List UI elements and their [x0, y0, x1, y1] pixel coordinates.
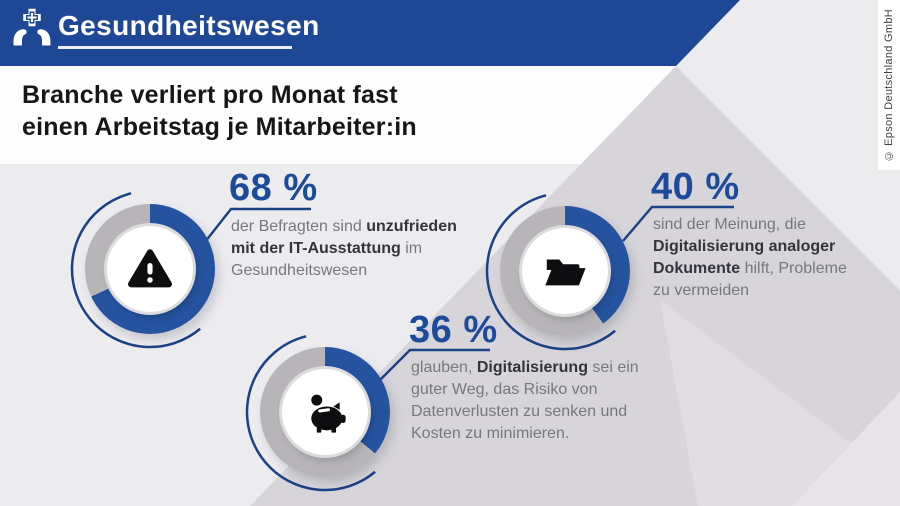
warning-triangle-icon — [128, 249, 172, 288]
desc-segment-bold: unzufrieden mit der IT-Ausstattung — [231, 218, 457, 257]
hands-holding-cross-icon — [13, 8, 51, 46]
donut-center-68 — [107, 226, 193, 312]
header-bar: Gesundheitswesen — [0, 0, 740, 66]
stat-description-68: der Befragten sind unzufrieden mit der I… — [231, 216, 459, 282]
desc-segment-bold: Digitalisierung — [476, 359, 588, 376]
desc-segment: sind der Meinung, die — [653, 216, 806, 233]
stat-value-68: 68 % — [229, 167, 318, 209]
desc-segment-bold: Digitalisierung analoger Dokumente — [653, 238, 836, 277]
header-underline — [58, 46, 292, 49]
piggy-bank-icon — [311, 394, 346, 433]
headline-box: Branche verliert pro Monat fast einen Ar… — [0, 66, 676, 164]
stat-value-40: 40 % — [651, 166, 740, 208]
desc-segment: glauben, — [411, 359, 477, 376]
headline: Branche verliert pro Monat fast einen Ar… — [22, 79, 417, 143]
open-folder-icon — [545, 259, 586, 286]
copyright-strip: © Epson Deutschland GmbH — [878, 0, 900, 170]
headline-line1: Branche verliert pro Monat fast — [22, 81, 398, 109]
desc-segment: hilft, Probleme zu vermeiden — [653, 260, 847, 299]
headline-line2: einen Arbeitstag je Mitarbeiter:in — [22, 113, 417, 141]
desc-segment: im Gesundheitswesen — [231, 240, 423, 279]
donut-center-36 — [282, 369, 368, 455]
stat-description-40: sind der Meinung, die Digitalisierung an… — [653, 214, 855, 302]
copyright-text: © Epson Deutschland GmbH — [883, 8, 895, 162]
donut-chart-40 — [500, 206, 630, 336]
desc-segment: der Befragten sind — [231, 218, 367, 235]
stat-description-36: glauben, Digitalisierung sei ein guter W… — [411, 357, 653, 445]
stat-value-36: 36 % — [409, 309, 498, 351]
donut-chart-36 — [260, 347, 390, 477]
donut-chart-68 — [85, 204, 215, 334]
donut-center-40 — [522, 228, 608, 314]
desc-segment: sei ein guter Weg, das Risiko von Datenv… — [411, 359, 639, 442]
header-title: Gesundheitswesen — [58, 10, 320, 41]
